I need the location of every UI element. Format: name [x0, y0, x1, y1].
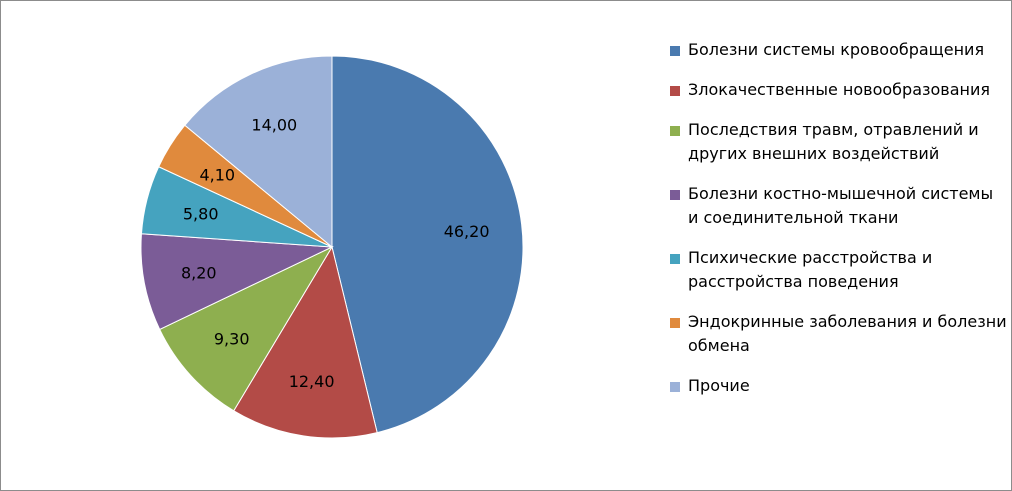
legend-item: Прочие: [670, 374, 1005, 398]
legend-swatch: [670, 86, 680, 96]
legend-label: Злокачественные новообразования: [688, 80, 991, 99]
legend-label: Психические расстройства и расстройства …: [688, 248, 933, 291]
slice-value-label: 8,20: [181, 263, 217, 282]
legend-label: Последствия травм, отравлений и других в…: [688, 120, 979, 163]
legend-label: Эндокринные заболевания и болезни обмена: [688, 312, 1007, 355]
pie-slice: [233, 245, 378, 439]
pie-slice: [159, 245, 334, 412]
pie-data-labels: 46,20 12,40 9,30 8,20 5,80 4,10 14,00: [181, 115, 490, 391]
legend-swatch: [670, 126, 680, 136]
legend-item: Эндокринные заболевания и болезни обмена: [670, 310, 1007, 358]
pie-slice: [184, 55, 333, 249]
slice-value-label: 4,10: [199, 166, 235, 185]
pie-slice: [140, 233, 334, 331]
slice-value-label: 46,20: [444, 222, 490, 241]
legend-item: Последствия травм, отравлений и других в…: [670, 118, 1005, 166]
slice-value-label: 14,00: [251, 115, 297, 134]
slice-value-label: 5,80: [183, 204, 219, 223]
legend-swatch: [670, 190, 680, 200]
legend-swatch: [670, 254, 680, 264]
pie-slices: [140, 55, 524, 439]
slice-value-label: 12,40: [289, 372, 335, 391]
legend-swatch: [670, 46, 680, 56]
legend-label: Болезни системы кровообращения: [688, 40, 985, 59]
legend-swatch: [670, 382, 680, 392]
legend: Болезни системы кровообращения Злокачеств…: [670, 38, 1007, 414]
pie-slice: [331, 55, 524, 434]
legend-item: Злокачественные новообразования: [670, 78, 1005, 102]
legend-label: Болезни костно-мышечной системы и соедин…: [688, 184, 994, 227]
legend-item: Болезни системы кровообращения: [670, 38, 1005, 62]
slice-value-label: 9,30: [214, 329, 250, 348]
legend-label: Прочие: [688, 376, 750, 395]
legend-swatch: [670, 318, 680, 328]
legend-item: Болезни костно-мышечной системы и соедин…: [670, 182, 1005, 230]
legend-item: Психические расстройства и расстройства …: [670, 246, 1005, 294]
